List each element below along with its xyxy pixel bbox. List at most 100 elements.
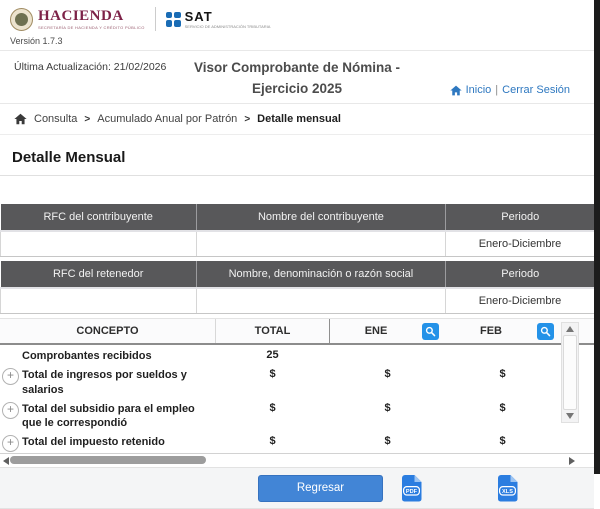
nav-separator: | [495, 84, 499, 96]
export-pdf-button[interactable]: PDF [400, 474, 423, 502]
home-icon[interactable] [449, 85, 462, 96]
concepto-subsidio: + Total del subsidio para el empleo que … [0, 401, 200, 432]
heading-divider [0, 175, 594, 176]
search-feb-button[interactable] [537, 322, 554, 340]
hacienda-wordmark: HACIENDA [38, 7, 124, 24]
svg-text:PDF: PDF [406, 489, 418, 495]
svg-text:XLS: XLS [502, 489, 513, 495]
concepto-ingresos: + Total de ingresos por sueldos y salari… [0, 367, 215, 398]
breadcrumb-item-acumulado[interactable]: Acumulado Anual por Patrón [97, 113, 238, 125]
retenedor-nombre-value [195, 288, 446, 314]
scroll-up-icon[interactable] [566, 326, 574, 332]
subsidio-feb-value: $ [499, 401, 506, 414]
hacienda-eagle-icon [10, 7, 33, 31]
scroll-left-icon[interactable] [3, 457, 9, 466]
breadcrumb-item-current: Detalle mensual [257, 113, 341, 125]
search-ene-button[interactable] [422, 322, 439, 340]
app-title: Visor Comprobante de Nómina - Ejercicio … [0, 58, 594, 100]
breadcrumb-home-icon[interactable] [14, 113, 27, 125]
table-row: + Total del subsidio para el empleo que … [0, 400, 595, 434]
column-header-ene-label: ENE [364, 325, 388, 337]
breadcrumb-item-consulta[interactable]: Consulta [34, 113, 78, 125]
retenedor-periodo-value: Enero-Diciembre [444, 288, 596, 314]
pdf-file-icon: PDF [402, 475, 422, 502]
action-bar: Regresar PDF XLS [0, 467, 594, 509]
contribuyente-table: RFC del contribuyente Nombre del contrib… [0, 204, 596, 257]
table-row: Enero-Diciembre [0, 231, 596, 257]
window-edge [594, 0, 600, 474]
subsidio-total-value: $ [269, 401, 276, 414]
export-xls-button[interactable]: XLS [496, 474, 519, 502]
retenedor-header-nombre: Nombre, denominación o razón social [195, 261, 446, 289]
app-title-line2: Ejercicio 2025 [251, 80, 343, 96]
subsidio-ene-value: $ [384, 401, 391, 414]
contribuyente-nombre-value [195, 231, 446, 257]
vertical-scrollbar[interactable] [561, 322, 579, 423]
concepto-impuesto-label: Total del impuesto retenido [22, 436, 165, 449]
app-version: Versión 1.7.3 [0, 33, 594, 51]
xls-file-icon: XLS [498, 475, 518, 502]
sat-logo: SAT SERVICIO DE ADMINISTRACIÓN TRIBUTARI… [165, 8, 271, 29]
column-header-ene: ENE [330, 319, 445, 343]
table-row: Comprobantes recibidos 25 [0, 347, 595, 366]
concepto-comprobantes: Comprobantes recibidos [22, 350, 152, 362]
logo-divider [154, 7, 156, 31]
column-header-total: TOTAL [215, 319, 330, 343]
retenedor-table: RFC del retenedor Nombre, denominación o… [0, 261, 596, 314]
scroll-down-icon[interactable] [566, 413, 574, 419]
page-title: Detalle Mensual [12, 149, 126, 166]
top-info-row: Última Actualización: 21/02/2026 Visor C… [0, 51, 594, 104]
detalle-mensual-table: CONCEPTO TOTAL ENE FEB Comprobantes reci… [0, 318, 595, 467]
concepto-impuesto: + Total del impuesto retenido [0, 435, 215, 453]
horizontal-scrollbar[interactable] [0, 453, 595, 467]
column-header-feb: FEB [445, 319, 560, 343]
expand-impuesto-button[interactable]: + [2, 435, 19, 453]
comprobantes-total-value: 25 [266, 349, 279, 361]
hacienda-tagline: SECRETARÍA DE HACIENDA Y CRÉDITO PÚBLICO [38, 24, 145, 30]
expand-ingresos-button[interactable]: + [2, 367, 19, 385]
brand-bar: HACIENDA SECRETARÍA DE HACIENDA Y CRÉDIT… [0, 0, 594, 33]
regresar-button[interactable]: Regresar [258, 474, 383, 502]
impuesto-feb-value: $ [499, 435, 506, 448]
contribuyente-header-rfc: RFC del contribuyente [0, 204, 197, 232]
detalle-header-row: CONCEPTO TOTAL ENE FEB [0, 318, 595, 343]
sat-grid-icon [165, 11, 181, 27]
concepto-subsidio-label: Total del subsidio para el empleo que le… [22, 402, 195, 430]
scroll-right-icon[interactable] [569, 457, 575, 466]
breadcrumb-separator: > [244, 113, 251, 125]
last-update-label: Última Actualización: 21/02/2026 [14, 61, 167, 73]
impuesto-total-value: $ [269, 435, 276, 448]
ingresos-ene-value: $ [384, 367, 391, 380]
retenedor-rfc-value [0, 288, 197, 314]
app-title-line1: Visor Comprobante de Nómina - [193, 60, 401, 75]
breadcrumb: Consulta > Acumulado Anual por Patrón > … [0, 104, 594, 135]
session-nav: Inicio | Cerrar Sesión [449, 84, 570, 96]
contribuyente-rfc-value [0, 231, 197, 257]
table-row: + Total de ingresos por sueldos y salari… [0, 366, 595, 400]
hacienda-logo: HACIENDA SECRETARÍA DE HACIENDA Y CRÉDIT… [10, 7, 145, 31]
detalle-body: Comprobantes recibidos 25 + Total de ing… [0, 343, 595, 453]
column-header-concepto: CONCEPTO [76, 325, 139, 337]
concepto-ingresos-label: Total de ingresos por sueldos y salarios [22, 368, 187, 396]
contribuyente-header-periodo: Periodo [444, 204, 595, 232]
table-row: + Total del impuesto retenido $ $ $ [0, 433, 595, 453]
retenedor-header-periodo: Periodo [444, 261, 595, 289]
sat-wordmark: SAT [184, 8, 213, 24]
breadcrumb-separator: > [84, 113, 91, 125]
cerrar-sesion-link[interactable]: Cerrar Sesión [502, 84, 570, 96]
retenedor-header-rfc: RFC del retenedor [0, 261, 197, 289]
contribuyente-periodo-value: Enero-Diciembre [444, 231, 596, 257]
sat-tagline: SERVICIO DE ADMINISTRACIÓN TRIBUTARIA [184, 23, 271, 29]
vertical-scrollbar-thumb[interactable] [563, 335, 577, 410]
ingresos-total-value: $ [269, 367, 276, 380]
expand-subsidio-button[interactable]: + [2, 401, 19, 419]
inicio-link[interactable]: Inicio [465, 84, 492, 96]
horizontal-scrollbar-thumb[interactable] [10, 456, 206, 465]
ingresos-feb-value: $ [499, 367, 506, 380]
column-header-feb-label: FEB [480, 325, 502, 337]
table-row: Enero-Diciembre [0, 288, 596, 314]
contribuyente-header-nombre: Nombre del contribuyente [195, 204, 446, 232]
impuesto-ene-value: $ [384, 435, 391, 448]
